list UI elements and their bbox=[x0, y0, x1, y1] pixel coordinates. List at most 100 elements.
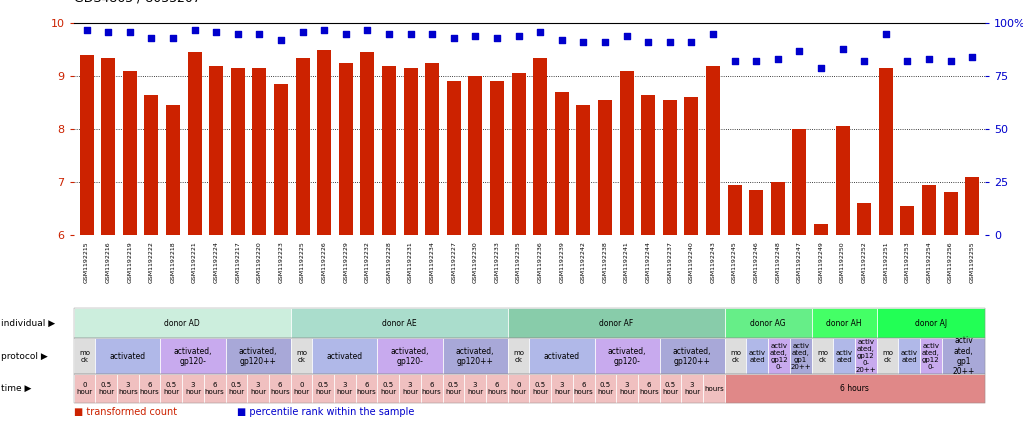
Point bbox=[619, 33, 635, 39]
Point bbox=[640, 39, 657, 46]
Text: individual ▶: individual ▶ bbox=[1, 319, 55, 328]
Bar bbox=[80, 55, 94, 235]
Point bbox=[532, 28, 548, 35]
Point bbox=[143, 35, 160, 41]
Text: 0
hour: 0 hour bbox=[294, 382, 310, 395]
Point bbox=[662, 39, 678, 46]
Text: 0.5
hour: 0.5 hour bbox=[98, 382, 115, 395]
Text: time ▶: time ▶ bbox=[1, 384, 32, 393]
Text: donor AH: donor AH bbox=[827, 319, 862, 328]
Text: 0.5
hour: 0.5 hour bbox=[445, 382, 461, 395]
Point bbox=[122, 28, 138, 35]
Text: 6
hours: 6 hours bbox=[357, 382, 376, 395]
Text: ■ percentile rank within the sample: ■ percentile rank within the sample bbox=[237, 407, 414, 417]
Bar bbox=[447, 81, 460, 235]
Text: 3
hour: 3 hour bbox=[402, 382, 418, 395]
Bar bbox=[684, 97, 699, 235]
Point bbox=[229, 30, 246, 37]
Text: activated,
gp120++: activated, gp120++ bbox=[456, 347, 494, 366]
Text: 3
hour: 3 hour bbox=[468, 382, 483, 395]
Point bbox=[553, 37, 570, 44]
Text: 6
hours: 6 hours bbox=[421, 382, 442, 395]
Text: mo
ck: mo ck bbox=[817, 350, 828, 363]
Point bbox=[726, 58, 743, 65]
Bar bbox=[101, 58, 116, 235]
Text: 6
hours: 6 hours bbox=[639, 382, 659, 395]
Point bbox=[338, 30, 354, 37]
Point bbox=[468, 33, 484, 39]
Bar bbox=[770, 182, 785, 235]
Bar bbox=[663, 100, 677, 235]
Text: 0.5
hour: 0.5 hour bbox=[315, 382, 331, 395]
Bar bbox=[857, 203, 872, 235]
Text: 0.5
hour: 0.5 hour bbox=[663, 382, 678, 395]
Text: activ
ated: activ ated bbox=[836, 350, 852, 363]
Bar bbox=[360, 52, 374, 235]
Bar bbox=[620, 71, 633, 235]
Point bbox=[381, 30, 397, 37]
Point bbox=[769, 56, 786, 63]
Text: activ
ated,
gp12
0-
20++: activ ated, gp12 0- 20++ bbox=[855, 339, 876, 374]
Text: 3
hour: 3 hour bbox=[337, 382, 353, 395]
Text: 0
hour: 0 hour bbox=[510, 382, 527, 395]
Point bbox=[359, 26, 375, 33]
Bar bbox=[426, 63, 439, 235]
Point bbox=[878, 30, 894, 37]
Text: activ
ated,
gp12
0-: activ ated, gp12 0- bbox=[922, 343, 940, 370]
Text: ■ transformed count: ■ transformed count bbox=[74, 407, 177, 417]
Bar bbox=[512, 74, 526, 235]
Text: 6
hours: 6 hours bbox=[205, 382, 225, 395]
Text: 6
hours: 6 hours bbox=[574, 382, 593, 395]
Text: 0.5
hour: 0.5 hour bbox=[228, 382, 244, 395]
Point bbox=[273, 37, 290, 44]
Point bbox=[813, 64, 830, 71]
Text: mo
ck: mo ck bbox=[730, 350, 741, 363]
Bar bbox=[879, 68, 893, 235]
Text: 6 hours: 6 hours bbox=[841, 384, 870, 393]
Text: mo
ck: mo ck bbox=[882, 350, 893, 363]
Text: activated: activated bbox=[109, 352, 146, 361]
Point bbox=[165, 35, 181, 41]
Bar bbox=[123, 71, 137, 235]
Text: 0.5
hour: 0.5 hour bbox=[164, 382, 179, 395]
Text: mo
ck: mo ck bbox=[296, 350, 307, 363]
Point bbox=[575, 39, 591, 46]
Text: 3
hour: 3 hour bbox=[619, 382, 635, 395]
Text: 0.5
hour: 0.5 hour bbox=[532, 382, 548, 395]
Point bbox=[835, 45, 851, 52]
Text: activated,
gp120-: activated, gp120- bbox=[174, 347, 212, 366]
Text: 3
hours: 3 hours bbox=[118, 382, 138, 395]
Point bbox=[252, 30, 268, 37]
Bar bbox=[382, 66, 396, 235]
Point bbox=[79, 26, 95, 33]
Point bbox=[705, 30, 721, 37]
Point bbox=[596, 39, 613, 46]
Text: 0
hour: 0 hour bbox=[77, 382, 92, 395]
Point bbox=[748, 58, 764, 65]
Text: activ
ated,
gp1
20++: activ ated, gp1 20++ bbox=[791, 343, 811, 370]
Text: hours: hours bbox=[704, 386, 723, 392]
Text: donor AD: donor AD bbox=[165, 319, 201, 328]
Text: activ
ated: activ ated bbox=[749, 350, 766, 363]
Text: activated,
gp120-: activated, gp120- bbox=[391, 347, 430, 366]
Bar bbox=[296, 58, 310, 235]
Point bbox=[186, 26, 203, 33]
Point bbox=[446, 35, 462, 41]
Text: mo
ck: mo ck bbox=[514, 350, 524, 363]
Text: 0.5
hour: 0.5 hour bbox=[597, 382, 614, 395]
Bar bbox=[231, 68, 244, 235]
Text: donor AG: donor AG bbox=[750, 319, 786, 328]
Text: activ
ated,
gp12
0-: activ ated, gp12 0- bbox=[770, 343, 788, 370]
Bar bbox=[317, 50, 331, 235]
Point bbox=[100, 28, 117, 35]
Point bbox=[899, 58, 916, 65]
Text: 0.5
hour: 0.5 hour bbox=[381, 382, 396, 395]
Text: activ
ated,
gp1
20++: activ ated, gp1 20++ bbox=[952, 336, 975, 376]
Text: 3
hour: 3 hour bbox=[684, 382, 700, 395]
Bar bbox=[965, 177, 979, 235]
Bar bbox=[900, 206, 915, 235]
Bar bbox=[641, 95, 655, 235]
Point bbox=[402, 30, 418, 37]
Text: activated,
gp120-: activated, gp120- bbox=[608, 347, 647, 366]
Text: 6
hours: 6 hours bbox=[140, 382, 160, 395]
